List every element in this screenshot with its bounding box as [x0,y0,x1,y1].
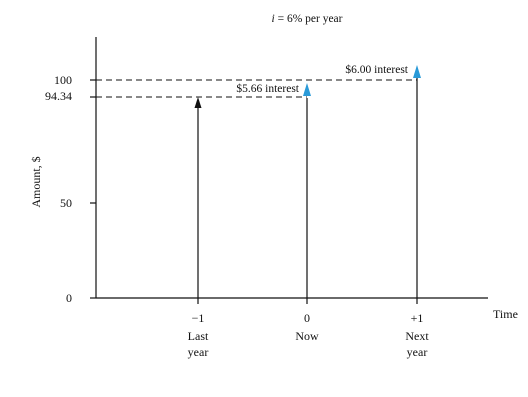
y-tick-label: 50 [60,196,72,210]
y-tick-50: 50 [60,196,96,210]
x-tick-value: −1 [192,311,205,325]
y-tick-label: 0 [66,291,72,305]
x-tick-now: 0 Now [295,311,319,343]
black-arrow-up-icon [194,97,202,108]
interest-label-now-to-next: $6.00 interest [345,63,408,76]
x-tick-sub1: Next [405,329,429,343]
blue-arrow-up-icon [413,65,421,78]
rate-variable: i [272,13,275,25]
interest-label-last-to-now: $5.66 interest [236,82,299,95]
x-tick-value: +1 [411,311,424,325]
x-tick-sub1: Last [188,329,209,343]
x-tick-sub2: year [407,345,428,359]
y-tick-label: 100 [54,73,72,87]
y-tick-94-34: 94.34 [45,89,96,103]
x-axis-label: Time [493,307,518,321]
rate-value: = 6% per year [275,13,343,25]
y-tick-label: 94.34 [45,89,72,103]
y-tick-100: 100 [54,73,96,87]
x-tick-sub1: Now [295,329,319,343]
interest-rate-title: i = 6% per year [272,13,343,25]
y-tick-0: 0 [66,291,96,305]
x-tick-value: 0 [304,311,310,325]
x-tick-next-year: +1 Next year [405,311,429,359]
y-axis-label: Amount, $ [29,156,43,207]
x-tick-sub2: year [188,345,209,359]
x-tick-last-year: −1 Last year [188,311,209,359]
blue-arrow-up-icon [303,83,311,96]
